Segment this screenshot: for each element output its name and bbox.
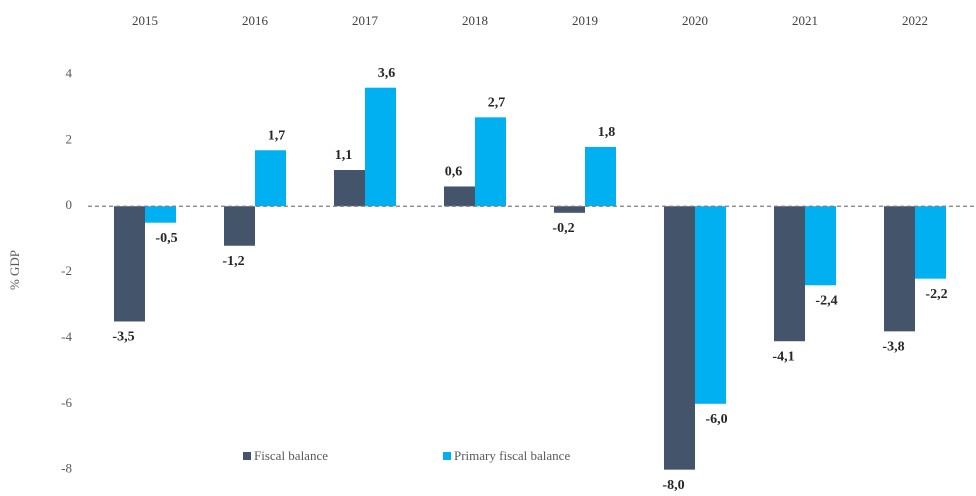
data-label: 0,6 xyxy=(445,165,463,180)
x-tick-label: 2017 xyxy=(352,13,379,28)
data-label: -2,2 xyxy=(925,287,947,302)
bar xyxy=(884,206,915,332)
x-tick-label: 2016 xyxy=(242,13,269,28)
bar xyxy=(664,206,695,470)
bar xyxy=(444,186,475,207)
bar xyxy=(475,117,506,207)
data-label: 1,7 xyxy=(268,128,286,143)
y-tick-label: -8 xyxy=(61,461,72,476)
y-tick-label: -4 xyxy=(61,329,72,344)
bar xyxy=(224,206,255,246)
y-tick-label: -6 xyxy=(61,395,72,410)
y-tick-label: 4 xyxy=(66,65,73,80)
bar xyxy=(334,170,365,207)
x-tick-label: 2022 xyxy=(902,13,928,28)
y-tick-label: 2 xyxy=(66,131,73,146)
data-label: -2,4 xyxy=(815,293,837,308)
data-label: -4,1 xyxy=(772,349,794,364)
bar xyxy=(554,206,585,213)
data-label: 3,6 xyxy=(378,66,396,81)
legend-swatch xyxy=(243,452,251,460)
x-tick-label: 2018 xyxy=(462,13,488,28)
data-label: -1,2 xyxy=(222,254,244,269)
legend-swatch xyxy=(443,452,451,460)
legend-label: Primary fiscal balance xyxy=(454,448,570,463)
data-label: -8,0 xyxy=(662,478,684,493)
data-label: -0,2 xyxy=(552,221,574,236)
data-label: -3,5 xyxy=(112,330,134,345)
bar xyxy=(255,150,286,207)
bar xyxy=(145,206,176,223)
bar xyxy=(114,206,145,322)
data-label: 1,8 xyxy=(598,125,616,140)
bar xyxy=(695,206,726,404)
bar xyxy=(915,206,946,279)
y-tick-label: -2 xyxy=(61,263,72,278)
y-tick-label: 0 xyxy=(66,197,73,212)
legend-label: Fiscal balance xyxy=(254,448,328,463)
x-tick-label: 2015 xyxy=(132,13,158,28)
bar xyxy=(365,87,396,207)
data-label: -0,5 xyxy=(155,231,177,246)
data-label: 1,1 xyxy=(335,148,353,163)
x-tick-label: 2021 xyxy=(792,13,818,28)
data-label: -6,0 xyxy=(705,412,727,427)
bar xyxy=(774,206,805,342)
y-axis-label: % GDP xyxy=(7,250,22,290)
data-label: -3,8 xyxy=(882,340,904,355)
bar xyxy=(805,206,836,286)
bar xyxy=(585,146,616,207)
data-label: 2,7 xyxy=(488,96,506,111)
x-tick-label: 2020 xyxy=(682,13,708,28)
x-tick-label: 2019 xyxy=(572,13,598,28)
